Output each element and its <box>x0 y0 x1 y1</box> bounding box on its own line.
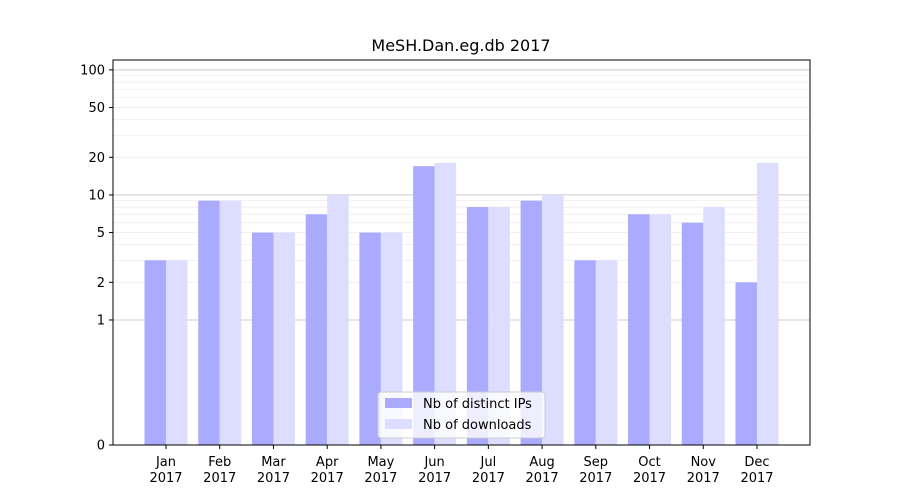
x-tick-label-nov: Nov <box>691 455 717 470</box>
y-tick-label: 0 <box>97 439 105 454</box>
bar-downloads-feb <box>219 200 242 445</box>
x-tick-label-feb: Feb <box>208 455 231 470</box>
x-tick-label-apr: Apr <box>316 455 339 470</box>
bar-downloads-mar <box>273 232 295 445</box>
bar-downloads-nov <box>703 207 725 445</box>
legend: Nb of distinct IPs Nb of downloads <box>377 391 546 439</box>
legend-label: Nb of distinct IPs <box>423 397 532 412</box>
bar-distinct-ips-jul <box>466 207 489 445</box>
bar-distinct-ips-feb <box>198 200 220 445</box>
y-tick-label: 20 <box>88 151 105 166</box>
legend-swatch <box>385 419 412 429</box>
x-tick-label-jan: Jan <box>155 455 176 470</box>
x-tick-year-sep: 2017 <box>579 471 612 486</box>
bar-distinct-ips-oct <box>628 214 650 445</box>
x-tick-label-oct: Oct <box>638 455 660 470</box>
bar-downloads-dec <box>757 163 779 445</box>
y-tick-label: 50 <box>88 101 105 116</box>
x-tick-year-apr: 2017 <box>311 471 344 486</box>
bar-downloads-aug <box>542 194 564 445</box>
x-tick-year-mar: 2017 <box>257 471 290 486</box>
x-tick-label-aug: Aug <box>529 455 554 470</box>
x-tick-label-may: May <box>367 455 394 470</box>
x-tick-year-feb: 2017 <box>203 471 236 486</box>
y-tick-label: 100 <box>80 63 105 78</box>
x-tick-label-jul: Jul <box>480 455 497 470</box>
bar-distinct-ips-aug <box>520 200 543 445</box>
plot-frame <box>112 59 811 446</box>
y-tick-label: 10 <box>88 188 105 203</box>
bar-downloads-jul <box>488 207 510 445</box>
bar-distinct-ips-jun <box>413 166 435 445</box>
x-axis: Jan2017Feb2017Mar2017Apr2017May2017Jun20… <box>149 445 774 486</box>
x-tick-year-oct: 2017 <box>633 471 666 486</box>
y-tick-label: 2 <box>97 276 105 291</box>
x-tick-year-jul: 2017 <box>472 471 505 486</box>
bar-distinct-ips-mar <box>251 232 274 445</box>
x-tick-label-jun: Jun <box>423 455 444 470</box>
chart-title: MeSH.Dan.eg.db 2017 <box>371 36 550 55</box>
bar-distinct-ips-nov <box>681 222 704 445</box>
bar-downloads-jun <box>434 163 457 445</box>
legend-box <box>377 391 546 439</box>
x-tick-year-jun: 2017 <box>418 471 451 486</box>
y-tick-label: 1 <box>97 313 105 328</box>
x-tick-year-aug: 2017 <box>526 471 559 486</box>
bar-downloads-apr <box>327 194 349 445</box>
bar-downloads-jan <box>166 260 188 445</box>
x-tick-year-nov: 2017 <box>687 471 720 486</box>
bar-downloads-sep <box>595 260 618 445</box>
bar-distinct-ips-sep <box>574 260 596 445</box>
y-axis: 0 1 2 5 10 20 50 100 <box>80 63 113 454</box>
bar-distinct-ips-apr <box>305 214 328 445</box>
x-tick-label-sep: Sep <box>584 455 609 470</box>
x-tick-year-may: 2017 <box>364 471 397 486</box>
x-tick-year-jan: 2017 <box>149 471 182 486</box>
bar-distinct-ips-jan <box>144 260 166 445</box>
bar-distinct-ips-dec <box>735 282 757 445</box>
x-tick-label-dec: Dec <box>744 455 769 470</box>
bar-downloads-oct <box>649 214 672 445</box>
x-tick-year-dec: 2017 <box>740 471 773 486</box>
legend-label: Nb of downloads <box>423 418 532 433</box>
x-tick-label-mar: Mar <box>261 455 286 470</box>
legend-swatch <box>385 398 412 408</box>
bar-distinct-ips-may <box>359 232 381 445</box>
y-tick-label: 5 <box>97 226 105 241</box>
